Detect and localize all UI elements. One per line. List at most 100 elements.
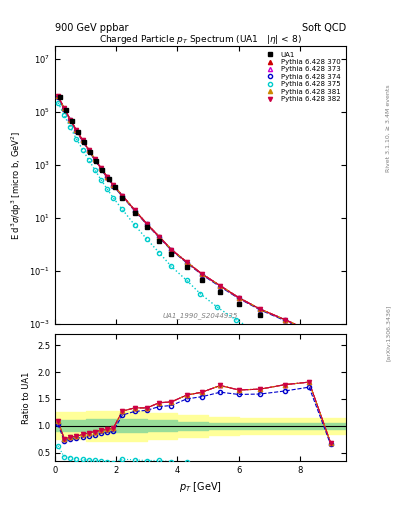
Pythia 6.428 381 <box>99 165 103 171</box>
UA1 <box>157 238 162 244</box>
Pythia 6.428 370 <box>200 271 204 277</box>
Pythia 6.428 370 <box>105 174 109 180</box>
Pythia 6.428 375 <box>255 329 259 335</box>
Pythia 6.428 373 <box>282 316 287 323</box>
UA1 <box>258 312 263 318</box>
UA1 <box>94 158 99 164</box>
Pythia 6.428 373 <box>74 127 79 134</box>
Text: [arXiv:1306.3436]: [arXiv:1306.3436] <box>386 305 391 361</box>
UA1 <box>88 148 93 155</box>
Pythia 6.428 382 <box>184 259 189 265</box>
Pythia 6.428 374 <box>218 284 223 290</box>
Pythia 6.428 381 <box>328 338 333 345</box>
Pythia 6.428 382 <box>62 105 66 112</box>
UA1 <box>218 289 223 295</box>
Pythia 6.428 373 <box>258 306 263 312</box>
UA1 <box>236 301 241 307</box>
Pythia 6.428 374 <box>56 94 61 100</box>
Pythia 6.428 373 <box>62 105 66 112</box>
UA1 <box>145 224 149 230</box>
Pythia 6.428 382 <box>157 233 162 240</box>
Pythia 6.428 374 <box>169 247 174 253</box>
Pythia 6.428 370 <box>328 338 333 345</box>
Pythia 6.428 381 <box>258 306 263 312</box>
Pythia 6.428 382 <box>99 165 103 171</box>
Pythia 6.428 375 <box>74 136 79 142</box>
Line: Pythia 6.428 370: Pythia 6.428 370 <box>56 94 332 344</box>
Pythia 6.428 382 <box>328 338 333 345</box>
Pythia 6.428 381 <box>56 93 61 99</box>
Pythia 6.428 373 <box>132 207 137 213</box>
Pythia 6.428 373 <box>328 338 333 345</box>
Pythia 6.428 382 <box>111 182 116 188</box>
Text: Rivet 3.1.10, ≥ 3.4M events: Rivet 3.1.10, ≥ 3.4M events <box>386 84 391 172</box>
Pythia 6.428 375 <box>80 146 85 153</box>
Pythia 6.428 373 <box>157 233 162 240</box>
Pythia 6.428 381 <box>74 127 79 134</box>
Pythia 6.428 375 <box>184 278 189 284</box>
Pythia 6.428 373 <box>68 117 73 123</box>
Pythia 6.428 382 <box>282 316 287 323</box>
Pythia 6.428 381 <box>111 182 116 188</box>
Pythia 6.428 382 <box>120 193 125 199</box>
Pythia 6.428 373 <box>56 93 61 99</box>
UA1 <box>75 129 80 135</box>
Line: Pythia 6.428 382: Pythia 6.428 382 <box>56 94 332 344</box>
Pythia 6.428 382 <box>74 127 79 134</box>
Pythia 6.428 373 <box>184 259 189 265</box>
Pythia 6.428 374 <box>258 307 263 313</box>
Pythia 6.428 382 <box>68 117 73 123</box>
UA1 <box>112 184 117 190</box>
Pythia 6.428 375 <box>215 304 220 310</box>
Pythia 6.428 374 <box>111 183 116 189</box>
UA1 <box>282 323 287 329</box>
Text: UA1_1990_S2044935: UA1_1990_S2044935 <box>163 312 238 318</box>
Pythia 6.428 375 <box>68 124 73 131</box>
Pythia 6.428 382 <box>86 147 91 153</box>
Pythia 6.428 370 <box>157 233 162 240</box>
Pythia 6.428 381 <box>200 271 204 277</box>
Pythia 6.428 375 <box>233 316 238 323</box>
Pythia 6.428 381 <box>132 207 137 213</box>
Pythia 6.428 373 <box>120 193 125 199</box>
Pythia 6.428 374 <box>74 128 79 134</box>
UA1 <box>200 276 204 283</box>
Pythia 6.428 375 <box>157 249 162 255</box>
Pythia 6.428 374 <box>99 166 103 172</box>
Pythia 6.428 382 <box>169 246 174 252</box>
Text: Soft QCD: Soft QCD <box>301 23 346 33</box>
Pythia 6.428 382 <box>307 328 312 334</box>
Pythia 6.428 374 <box>120 193 125 199</box>
Pythia 6.428 373 <box>218 283 223 289</box>
Pythia 6.428 370 <box>258 306 263 312</box>
Text: 900 GeV ppbar: 900 GeV ppbar <box>55 23 129 33</box>
Pythia 6.428 375 <box>304 352 309 358</box>
Pythia 6.428 375 <box>62 112 66 118</box>
UA1 <box>132 210 137 217</box>
Pythia 6.428 370 <box>74 127 79 134</box>
Pythia 6.428 381 <box>307 328 312 334</box>
Pythia 6.428 370 <box>132 207 137 213</box>
Y-axis label: E d$^3\sigma$/dp$^3$ [micro b, GeV$^2$]: E d$^3\sigma$/dp$^3$ [micro b, GeV$^2$] <box>9 131 24 240</box>
Pythia 6.428 375 <box>132 222 137 228</box>
Pythia 6.428 375 <box>169 263 174 269</box>
Pythia 6.428 374 <box>92 157 97 163</box>
Pythia 6.428 370 <box>307 328 312 334</box>
UA1 <box>70 118 74 124</box>
Pythia 6.428 375 <box>105 186 109 192</box>
Pythia 6.428 382 <box>105 174 109 180</box>
Pythia 6.428 381 <box>105 174 109 180</box>
Pythia 6.428 370 <box>120 193 125 199</box>
Pythia 6.428 381 <box>120 193 125 199</box>
UA1 <box>307 334 312 340</box>
Pythia 6.428 375 <box>86 157 91 163</box>
UA1 <box>100 167 105 173</box>
Pythia 6.428 374 <box>157 234 162 240</box>
Pythia 6.428 374 <box>105 174 109 180</box>
Pythia 6.428 375 <box>56 100 61 106</box>
Pythia 6.428 373 <box>92 156 97 162</box>
Pythia 6.428 370 <box>68 117 73 123</box>
Pythia 6.428 382 <box>200 271 204 277</box>
Pythia 6.428 374 <box>62 106 66 112</box>
Pythia 6.428 370 <box>99 165 103 171</box>
